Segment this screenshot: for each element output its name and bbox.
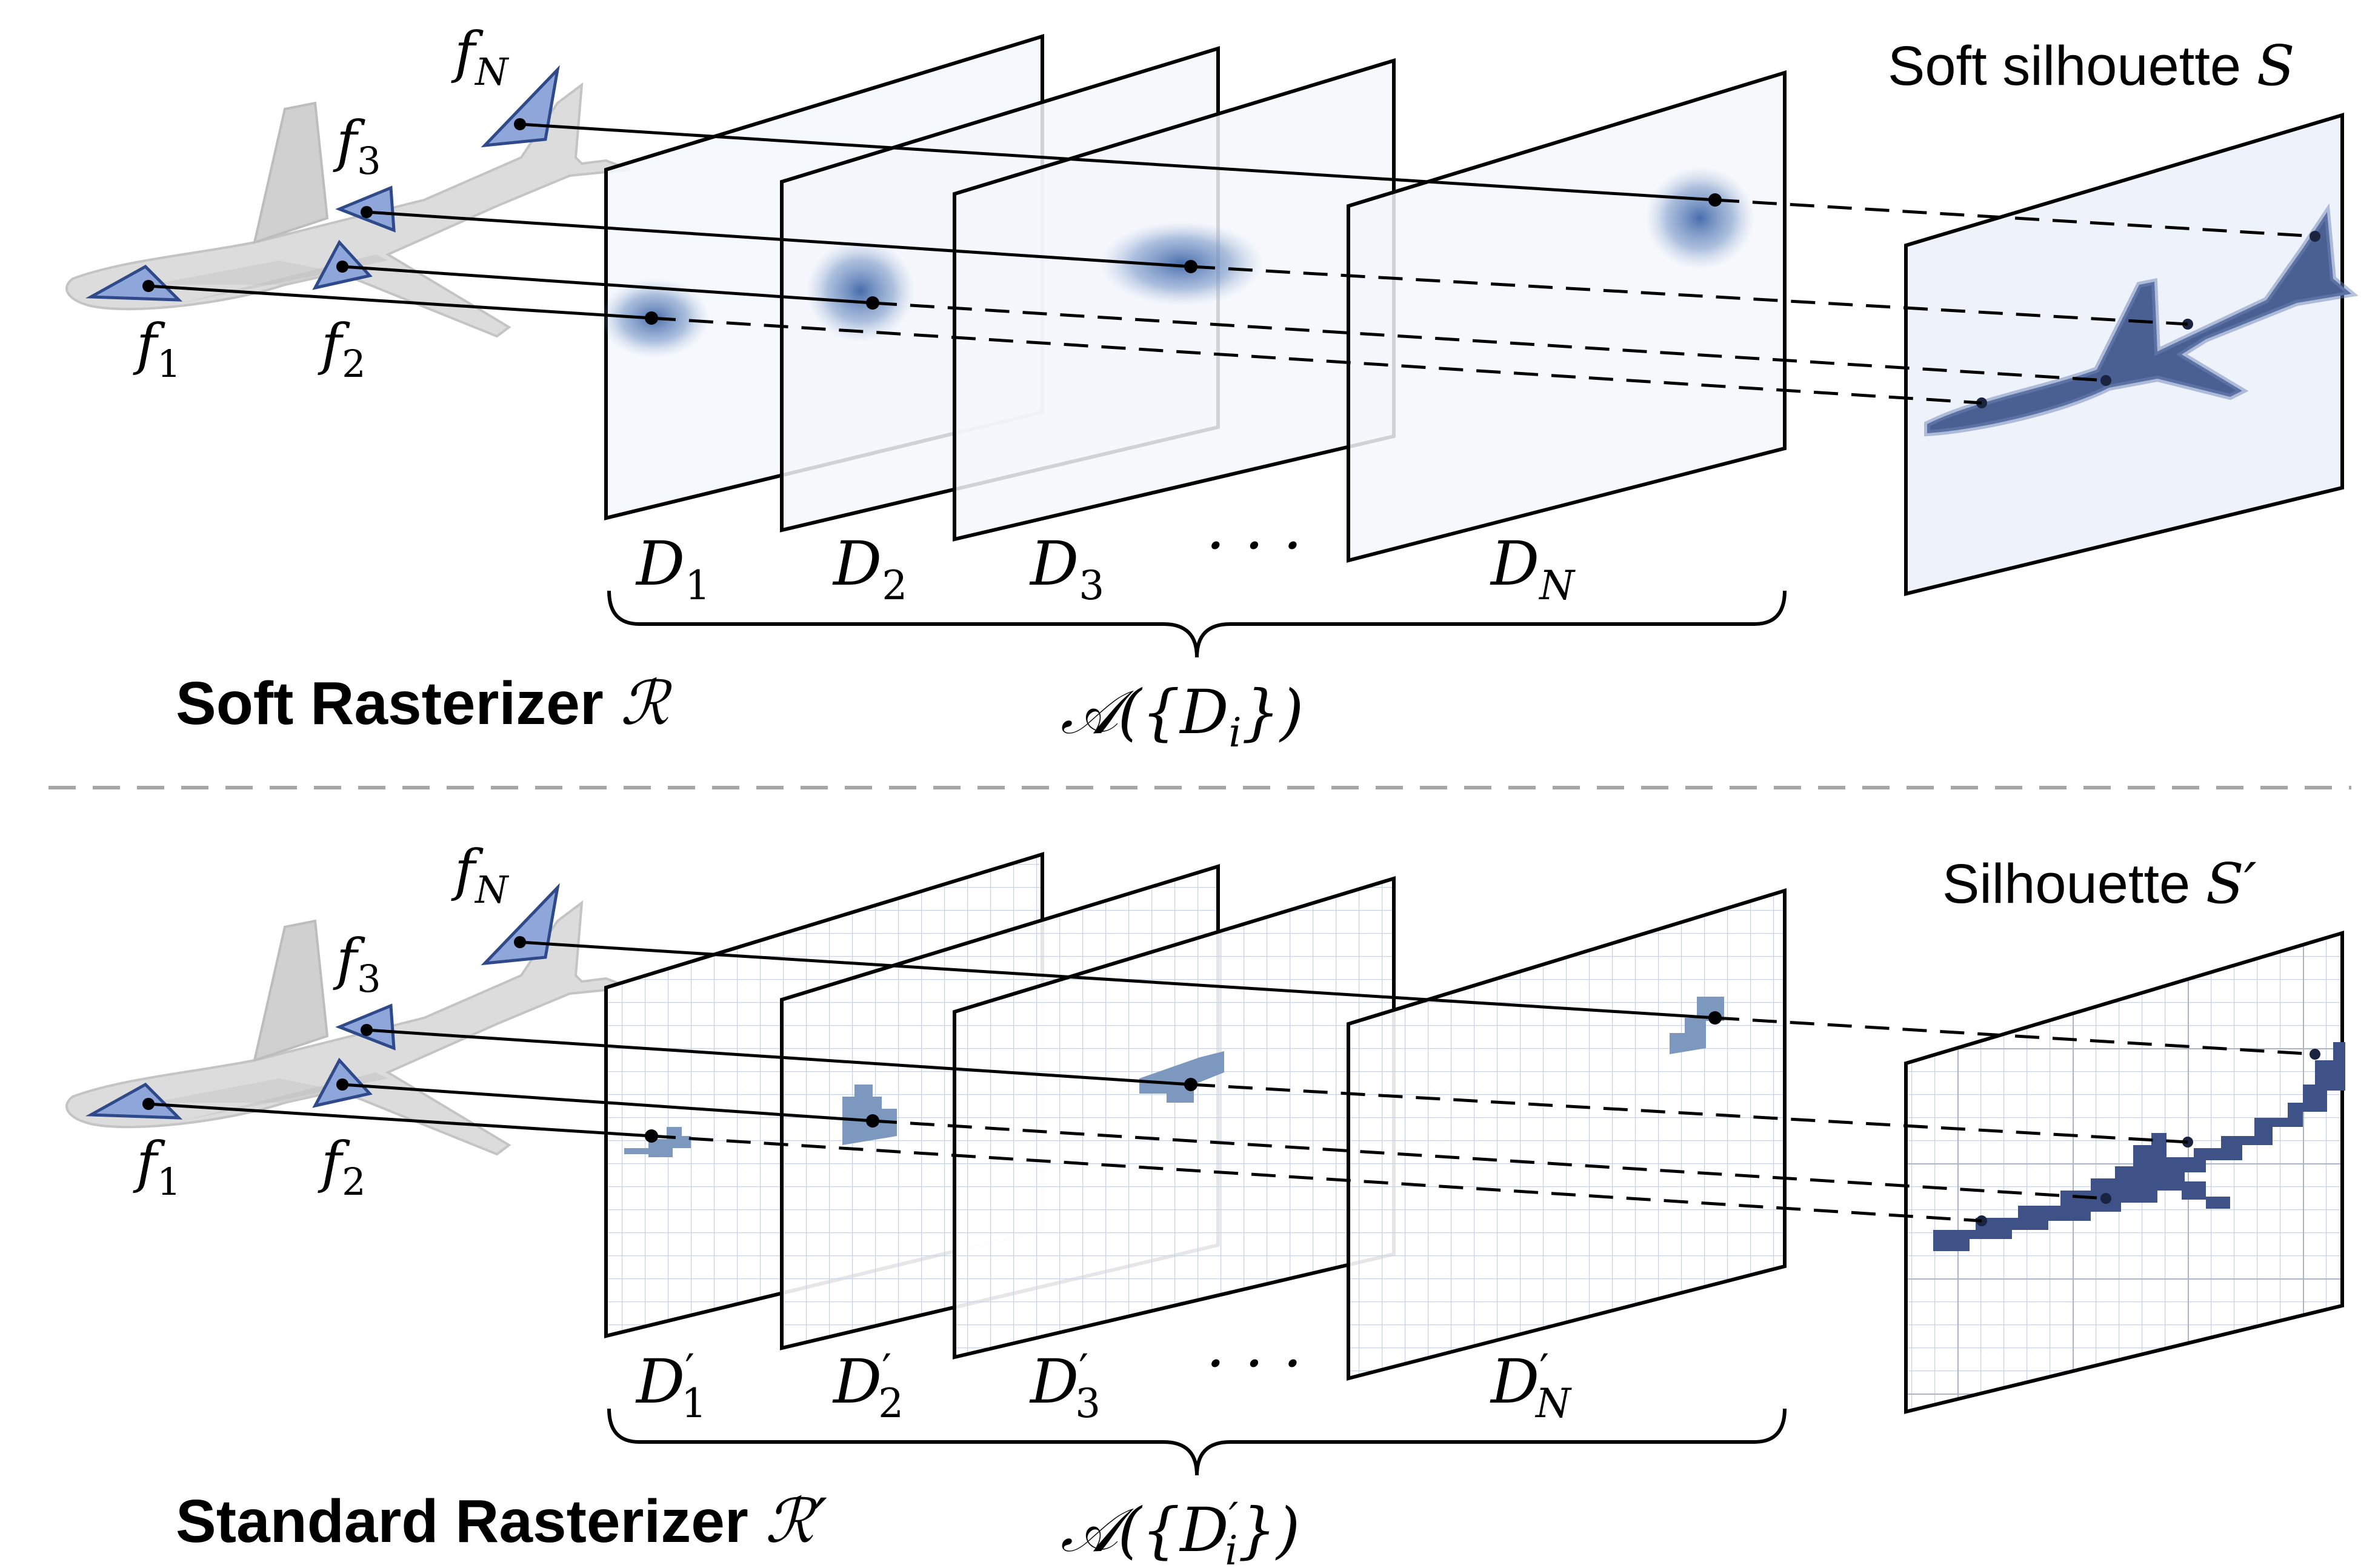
aggregation-label: 𝒜({Di}): [1061, 677, 1304, 756]
ellipsis: · · ·: [1206, 510, 1302, 581]
aggregation-label-2: 𝒜({D′ i}): [1061, 1493, 1300, 1568]
face-label-f3: f3: [333, 109, 381, 183]
ellipsis-2: · · ·: [1206, 1328, 1302, 1399]
face-label-f1: f1: [133, 312, 181, 386]
plane-label-D2: D2: [832, 528, 907, 609]
plane-label-D3: D3: [1029, 528, 1104, 609]
plane-label-D2-prime: D′ 2: [832, 1345, 904, 1427]
top-panel: f1 f2 f3 fN: [67, 20, 2351, 756]
plane-DN: [1348, 73, 1785, 560]
blob-DN: [1645, 167, 1754, 270]
aggregation-brace-2: [609, 1409, 1785, 1475]
plane-label-DN: DN: [1490, 528, 1576, 609]
plane-label-D3-prime: D′ 3: [1029, 1345, 1101, 1427]
raster-planes: [606, 854, 1785, 1378]
soft-silhouette-plane: [1906, 115, 2351, 594]
face-label-f2: f2: [318, 312, 366, 386]
probability-planes: [600, 36, 1785, 560]
plane-label-DN-prime: D′ N: [1490, 1345, 1572, 1427]
aggregation-brace: [609, 591, 1785, 657]
face-label-f3-2: f3: [333, 927, 381, 1001]
panel-title-2: Standard Rasterizer ℛ′: [176, 1486, 827, 1556]
output-label-2: Silhouette S′: [1942, 851, 2257, 916]
output-label: Soft silhouette S: [1888, 33, 2295, 98]
face-label-f1-2: f1: [133, 1130, 181, 1204]
plane-label-D1-prime: D′ 1: [635, 1345, 707, 1427]
face-label-f2-2: f2: [318, 1130, 366, 1204]
silhouette-plane: [1906, 933, 2345, 1412]
blob-D2: [806, 239, 915, 342]
face-label-fN: fN: [451, 20, 510, 94]
face-label-fN-2: fN: [451, 838, 510, 912]
panel-title: Soft Rasterizer ℛ: [176, 668, 673, 739]
bottom-panel: f1 f2 f3 fN: [67, 838, 2345, 1568]
plane-label-D1: D1: [635, 528, 710, 609]
